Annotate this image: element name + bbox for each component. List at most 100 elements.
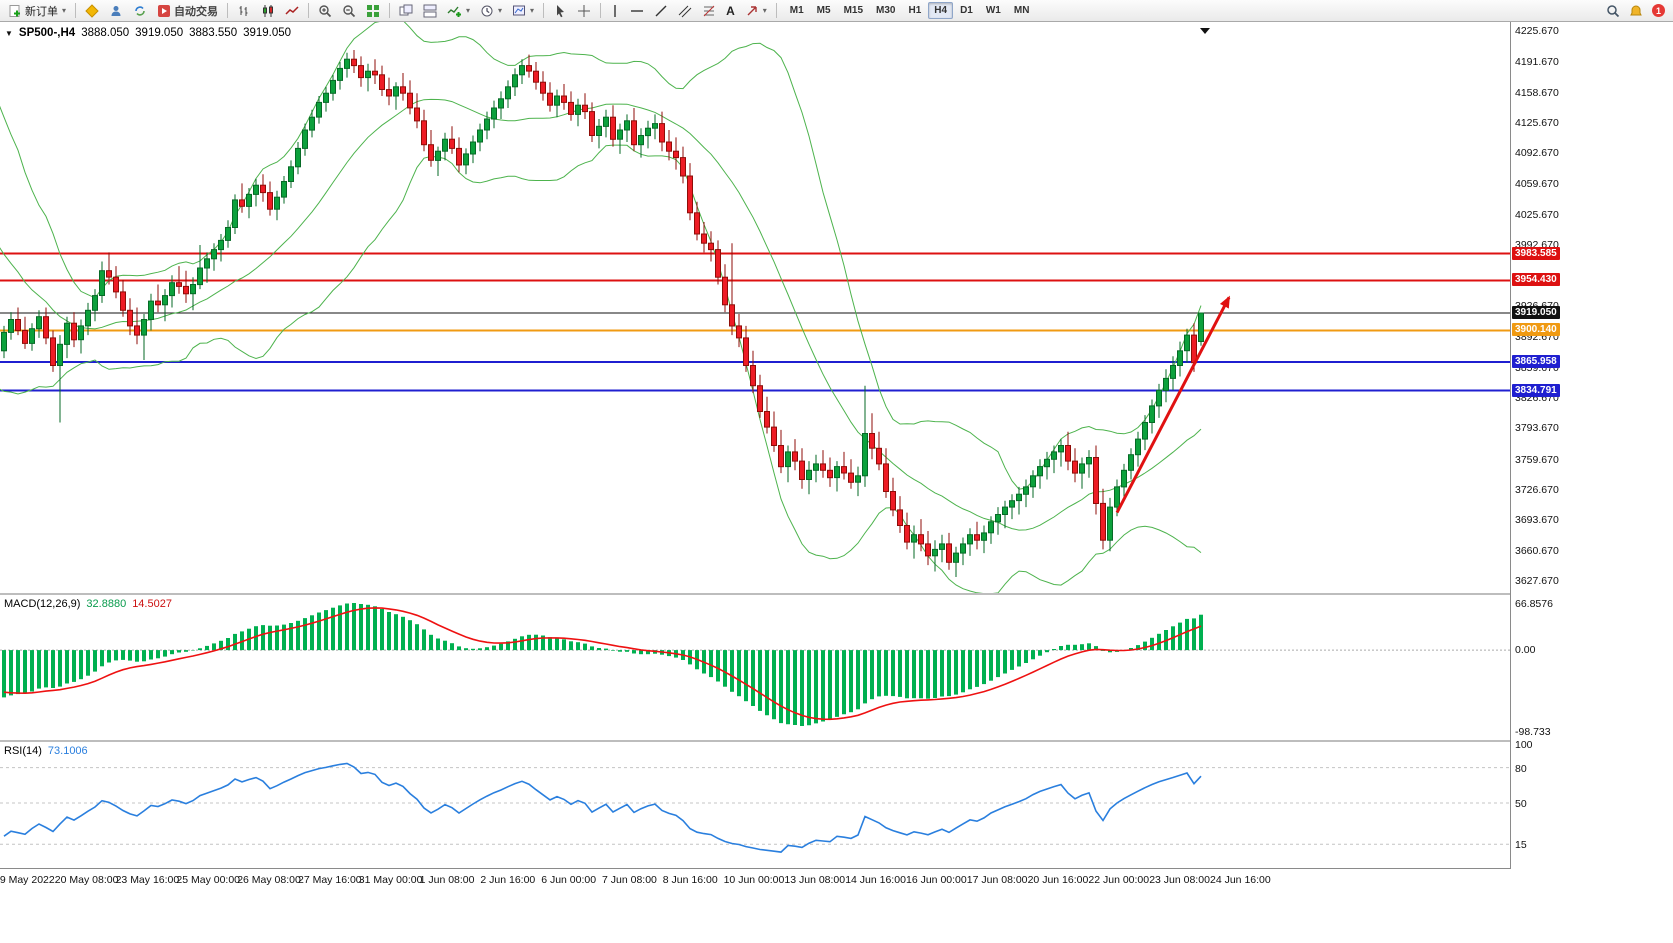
channel-tool-button[interactable] (674, 1, 696, 20)
price-tick: 3793.670 (1515, 422, 1559, 435)
new-order-button[interactable]: 新订单 ▾ (4, 1, 70, 20)
line-chart-mode-button[interactable] (281, 1, 303, 20)
horizontal-line-tool-button[interactable] (626, 1, 648, 20)
community-button[interactable] (129, 1, 151, 20)
price-tick: 3660.670 (1515, 544, 1559, 557)
line-chart-icon (285, 5, 299, 15)
macd-axis-max: 66.8576 (1515, 598, 1553, 610)
trendline-tool-button[interactable] (650, 1, 672, 20)
zoom-in-icon (319, 4, 332, 17)
chart-shift-marker[interactable] (1200, 28, 1210, 34)
bollinger-middle-band (0, 98, 1202, 531)
tile-windows-button[interactable] (362, 1, 384, 20)
trend-arrow[interactable] (1115, 295, 1231, 514)
time-label: 16 Jun 00:00 (906, 874, 967, 886)
auto-trading-button[interactable]: 自动交易 (153, 1, 222, 20)
time-axis[interactable]: 19 May 2022 20 May 08:00 23 May 16:00 25 Ma… (0, 869, 1510, 943)
crosshair-tool-button[interactable] (573, 1, 595, 20)
rsi-panel-canvas[interactable] (0, 742, 1510, 868)
tab-timeframe-m15[interactable]: M15 (843, 5, 864, 16)
tab-timeframe-h1[interactable]: H1 (908, 5, 922, 16)
tab-timeframe-w1[interactable]: W1 (985, 5, 1001, 16)
time-label: 17 Jun 08:00 (966, 874, 1028, 886)
chevron-down-icon: ▾ (62, 6, 67, 15)
macd-panel-splitter[interactable] (0, 593, 1673, 595)
candlestick-mode-button[interactable] (257, 1, 279, 20)
price-badge: 3834.791 (1512, 383, 1560, 397)
time-label: 20 Jun 16:00 (1027, 874, 1089, 886)
tab-timeframe-m30[interactable]: M30 (876, 5, 896, 16)
cascade-windows-button[interactable] (395, 1, 417, 20)
notification-badge[interactable]: 1 (1652, 4, 1665, 17)
bar-chart-mode-button[interactable] (233, 1, 255, 20)
rsi-panel-splitter[interactable] (0, 740, 1673, 742)
toolbar-separator (227, 3, 229, 18)
time-label: 22 Jun 00:00 (1088, 874, 1150, 886)
toolbar-separator (75, 3, 77, 18)
new-order-icon (9, 4, 20, 17)
price-tick: 3726.670 (1515, 483, 1559, 496)
zoom-out-icon (343, 4, 356, 17)
auto-trading-icon (158, 4, 171, 17)
tab-timeframe-mn[interactable]: MN (1013, 5, 1030, 16)
periods-button[interactable]: ▾ (476, 1, 506, 20)
price-axis[interactable]: 4225.670 4191.670 4158.670 4125.670 4092.670… (1510, 22, 1673, 869)
fibonacci-tool-button[interactable] (698, 1, 720, 20)
chart-title-bar: ▼ SP500-,H4 3888.050 3919.050 3883.550 3… (5, 27, 291, 39)
time-label: 23 Jun 08:00 (1149, 874, 1210, 886)
bell-icon (1630, 4, 1642, 15)
arrange-windows-button[interactable] (419, 1, 441, 20)
templates-button[interactable]: ▾ (508, 1, 538, 20)
alerts-button[interactable] (1626, 1, 1646, 20)
vertical-line-tool-button[interactable] (606, 1, 624, 20)
rsi-axis-level: 50 (1515, 798, 1527, 810)
ohlc-close: 3919.050 (243, 27, 292, 39)
new-order-label: 新订单 (25, 5, 58, 18)
toolbar-separator (389, 3, 391, 18)
macd-panel-canvas[interactable] (0, 595, 1510, 740)
zoom-out-button[interactable] (338, 1, 360, 20)
tab-timeframe-h4[interactable]: H4 (928, 2, 954, 19)
time-label: 1 Jun 08:00 (419, 874, 475, 886)
price-tick: 3627.670 (1515, 575, 1559, 587)
text-tool-button[interactable]: A (722, 1, 739, 20)
cursor-tool-button[interactable] (549, 1, 571, 20)
price-tick: 4125.670 (1515, 116, 1559, 129)
price-tick: 4092.670 (1515, 147, 1559, 160)
arrange-windows-icon (423, 4, 437, 17)
profile-button[interactable] (105, 1, 127, 20)
refresh-icon (135, 5, 145, 16)
zoom-in-button[interactable] (314, 1, 336, 20)
time-label: 10 Jun 00:00 (723, 874, 785, 886)
time-label: 8 Jun 16:00 (662, 874, 718, 886)
main-chart-canvas[interactable] (0, 22, 1510, 593)
price-badge: 3919.050 (1512, 306, 1560, 319)
tab-timeframe-m5[interactable]: M5 (816, 5, 831, 16)
price-tick: 3759.670 (1515, 453, 1559, 466)
arrow-tool-icon (747, 5, 757, 15)
bollinger-lower-band (0, 144, 1202, 593)
mql5-icon (85, 3, 99, 18)
price-badge: 3865.958 (1512, 354, 1560, 368)
time-axis-border (0, 868, 1673, 869)
chevron-down-icon: ▾ (530, 6, 535, 15)
macd-main-value: 32.8880 (86, 598, 127, 610)
indicators-button[interactable]: ▾ (443, 1, 474, 20)
tab-timeframe-m1[interactable]: M1 (789, 5, 804, 16)
tab-timeframe-d1[interactable]: D1 (960, 5, 973, 16)
one-click-trading-toggle[interactable]: ▼ (5, 29, 13, 38)
arrows-tool-button[interactable]: ▾ (741, 1, 771, 20)
macd-signal-line (3, 607, 1202, 721)
add-indicator-icon (447, 6, 462, 17)
mql5-button[interactable] (81, 1, 103, 20)
toolbar: 新订单 ▾ 自动交易 ▾ ▾ ▾ A ▾ M1 M5 M15 M30 H1 H4 D1 W1 M… (0, 0, 1673, 22)
search-button[interactable] (1602, 1, 1624, 20)
time-label: 6 Jun 00:00 (541, 874, 597, 886)
bar-chart-icon (239, 5, 248, 16)
price-badge: 3900.140 (1512, 323, 1560, 337)
ohlc-open: 3888.050 (81, 27, 130, 39)
chevron-down-icon: ▾ (466, 6, 471, 15)
text-icon: A (726, 3, 735, 18)
ohlc-low: 3883.550 (189, 27, 238, 39)
cascade-windows-icon (399, 4, 413, 15)
